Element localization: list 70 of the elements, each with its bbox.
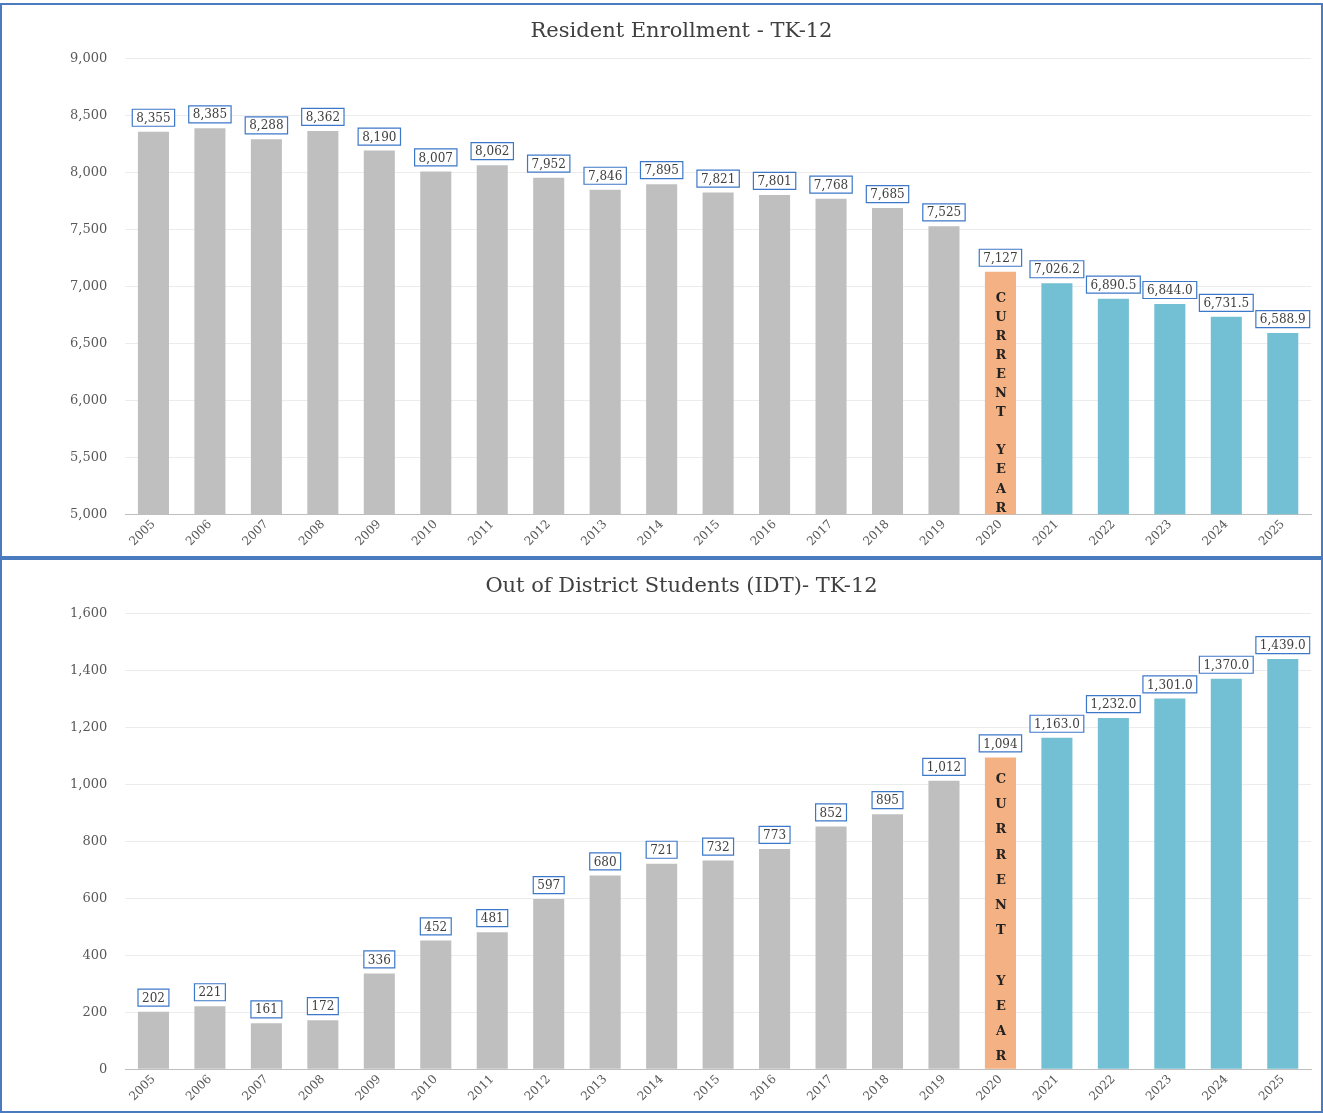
- data-label: 336: [367, 952, 391, 967]
- data-label: 8,288: [249, 118, 284, 133]
- data-label: 8,190: [362, 129, 397, 144]
- y-tick-label: 7,000: [70, 277, 108, 293]
- data-label: 680: [593, 854, 617, 869]
- y-tick-label: 5,000: [70, 505, 108, 521]
- data-label: 7,801: [757, 174, 792, 189]
- data-label: 852: [819, 805, 843, 820]
- y-tick-label: 0: [98, 1060, 108, 1076]
- data-label: 732: [706, 839, 730, 854]
- y-tick-label: 9,000: [70, 49, 108, 65]
- y-tick-label: 6,500: [70, 334, 108, 350]
- y-tick-label: 8,000: [70, 163, 108, 179]
- y-tick-label: 7,500: [70, 220, 108, 236]
- data-label: 7,525: [926, 205, 962, 220]
- data-label: 6,890.5: [1090, 277, 1137, 292]
- y-tick-label: 200: [82, 1003, 108, 1019]
- data-label: 7,026.2: [1034, 262, 1080, 277]
- bar: [1154, 698, 1186, 1069]
- y-tick-label: 600: [82, 889, 108, 905]
- y-tick-label: 400: [82, 946, 108, 962]
- data-label: 1,232.0: [1090, 697, 1137, 712]
- bar: [1041, 737, 1073, 1069]
- data-label: 7,127: [983, 250, 1018, 265]
- data-label: 1,094: [983, 736, 1018, 751]
- data-label: 172: [311, 999, 335, 1014]
- y-tick-label: 8,500: [70, 106, 108, 122]
- bar: [984, 757, 1016, 1069]
- y-tick-label: 1,600: [70, 604, 108, 620]
- data-label: 1,370.0: [1203, 657, 1250, 672]
- data-label: 7,821: [700, 171, 736, 186]
- data-label: 597: [537, 878, 561, 893]
- data-label: 7,952: [531, 156, 566, 171]
- data-label: 221: [198, 985, 222, 1000]
- data-label: 1,301.0: [1146, 677, 1193, 692]
- data-label: 6,844.0: [1146, 283, 1193, 298]
- y-tick-label: 5,500: [70, 448, 108, 464]
- data-label: 6,588.9: [1259, 312, 1306, 327]
- bar: [1210, 678, 1242, 1069]
- y-tick-label: 1,200: [70, 718, 108, 734]
- data-label: 8,385: [192, 107, 228, 122]
- data-label: 1,012: [926, 759, 962, 774]
- data-label: 773: [763, 828, 787, 843]
- chart-title: Out of District Students (IDT)- TK-12: [485, 573, 878, 598]
- data-label: 7,846: [588, 168, 623, 183]
- data-label: 8,062: [475, 144, 510, 159]
- data-label: 481: [480, 911, 504, 926]
- data-label: 7,768: [813, 177, 849, 192]
- y-tick-label: 800: [82, 832, 108, 848]
- y-tick-label: 6,000: [70, 391, 108, 407]
- data-label: 202: [142, 990, 165, 1005]
- data-label: 1,439.0: [1259, 638, 1306, 653]
- data-label: 452: [424, 919, 448, 934]
- data-label: 8,007: [418, 150, 453, 165]
- data-label: 8,355: [136, 110, 171, 125]
- bar: [1267, 659, 1299, 1069]
- annotation: CURRENT YEAR: [992, 289, 1009, 519]
- chart-title: Resident Enrollment - TK-12: [530, 18, 833, 43]
- annotation: CURRENT YEAR: [992, 770, 1009, 1074]
- y-tick-label: 1,000: [70, 775, 108, 791]
- data-label: 895: [876, 793, 899, 808]
- data-label: 1,163.0: [1034, 716, 1080, 731]
- data-label: 161: [254, 1002, 278, 1017]
- data-label: 721: [650, 842, 674, 857]
- data-label: 8,362: [305, 110, 341, 125]
- data-label: 7,685: [870, 187, 905, 202]
- bar: [1097, 718, 1129, 1069]
- data-label: 7,895: [644, 163, 679, 178]
- y-tick-label: 1,400: [70, 661, 108, 677]
- data-label: 6,731.5: [1203, 295, 1250, 310]
